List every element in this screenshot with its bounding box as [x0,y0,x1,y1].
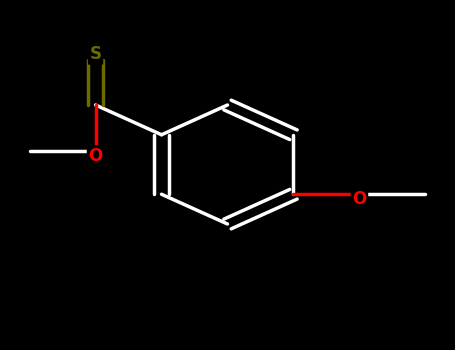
Text: O: O [88,147,103,165]
Text: S: S [90,45,101,63]
Text: O: O [352,190,367,208]
